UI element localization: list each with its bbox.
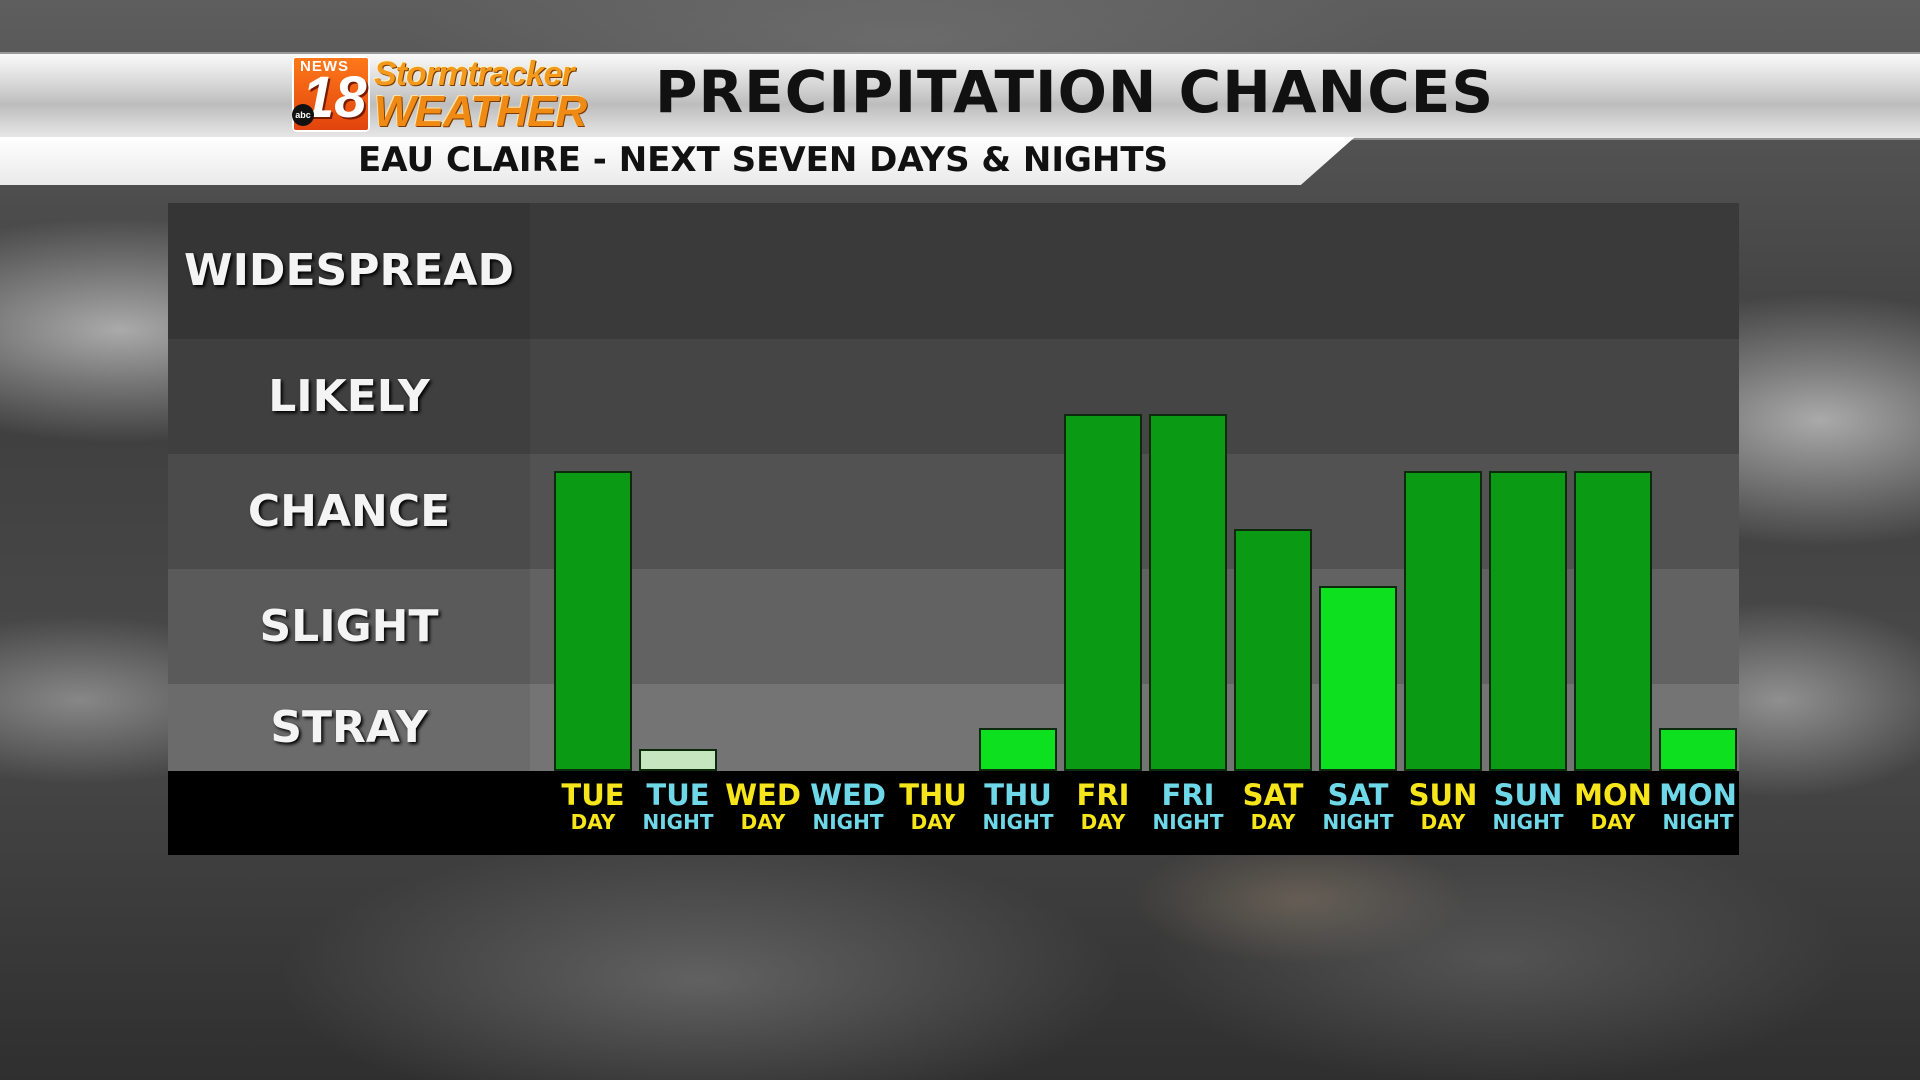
level-band-widespread	[530, 203, 1739, 339]
level-label-chance: CHANCE	[247, 486, 451, 537]
x-label-day-name: WED	[810, 778, 886, 812]
x-label-day-name: SAT	[1242, 778, 1304, 812]
x-label-fri-night: FRI NIGHT	[1145, 779, 1231, 833]
logo-stormtracker-text: Stormtracker	[374, 55, 575, 93]
abc-logo: abc	[292, 104, 314, 126]
x-label-tue-day: TUE DAY	[550, 779, 636, 833]
x-label-period: NIGHT	[1492, 810, 1564, 834]
bar-mon-day	[1574, 471, 1652, 771]
bar-tue-night	[639, 749, 717, 771]
x-label-sun-night: SUN NIGHT	[1485, 779, 1571, 833]
x-label-day-name: THU	[899, 778, 967, 812]
level-label-column: WIDESPREAD LIKELY CHANCE SLIGHT STRAY	[168, 203, 530, 771]
bar-tue-day	[554, 471, 632, 771]
x-label-day-name: FRI	[1076, 778, 1130, 812]
x-label-thu-day: THU DAY	[890, 779, 976, 833]
x-label-day-name: MON	[1659, 778, 1737, 812]
station-logo: NEWS 18 abc Stormtracker WEATHER	[292, 54, 637, 134]
x-label-period: DAY	[1250, 810, 1296, 834]
x-label-tue-night: TUE NIGHT	[635, 779, 721, 833]
logo-news-text: NEWS	[300, 58, 349, 75]
x-label-day-name: SUN	[1493, 778, 1563, 812]
x-label-day-name: TUE	[646, 778, 710, 812]
x-label-period: DAY	[740, 810, 786, 834]
x-label-day-name: MON	[1574, 778, 1652, 812]
x-label-period: DAY	[1420, 810, 1466, 834]
level-label-likely: LIKELY	[268, 371, 430, 422]
level-label-bg-likely	[168, 339, 530, 454]
x-label-period: DAY	[910, 810, 956, 834]
x-label-day-name: FRI	[1161, 778, 1215, 812]
x-label-mon-day: MON DAY	[1570, 779, 1656, 833]
x-label-period: NIGHT	[812, 810, 884, 834]
bar-sat-night	[1319, 586, 1397, 771]
x-label-period: NIGHT	[642, 810, 714, 834]
bar-thu-night	[979, 727, 1057, 771]
level-label-stray: STRAY	[270, 702, 428, 753]
x-label-thu-night: THU NIGHT	[975, 779, 1061, 833]
page-title: PRECIPITATION CHANCES	[655, 58, 1495, 126]
level-label-bg-widespread	[168, 203, 530, 339]
x-label-day-name: TUE	[561, 778, 625, 812]
x-label-sat-day: SAT DAY	[1230, 779, 1316, 833]
x-label-period: DAY	[1590, 810, 1636, 834]
level-label-slight: SLIGHT	[259, 601, 439, 652]
x-label-period: NIGHT	[982, 810, 1054, 834]
x-label-wed-day: WED DAY	[720, 779, 806, 833]
plot-area	[530, 203, 1739, 771]
bar-fri-night	[1149, 413, 1227, 771]
x-label-wed-night: WED NIGHT	[805, 779, 891, 833]
level-label-widespread: WIDESPREAD	[184, 245, 514, 296]
x-label-period: NIGHT	[1662, 810, 1734, 834]
subtitle-bar	[0, 137, 1355, 185]
level-label-bg-slight	[168, 569, 530, 684]
chart-panel: WIDESPREAD LIKELY CHANCE SLIGHT STRAY TUE DAY…	[168, 203, 1739, 855]
page-subtitle: EAU CLAIRE - NEXT SEVEN DAYS & NIGHTS	[358, 140, 1169, 180]
x-label-sat-night: SAT NIGHT	[1315, 779, 1401, 833]
x-label-day-name: SUN	[1408, 778, 1478, 812]
x-axis-bar: TUE DAY TUE NIGHT WED DAY WED NIGHT THU DAY THU NIG…	[168, 771, 1739, 855]
bar-fri-day	[1064, 413, 1142, 771]
bar-mon-night	[1659, 727, 1737, 771]
x-label-day-name: WED	[725, 778, 801, 812]
x-label-day-name: THU	[984, 778, 1052, 812]
bar-sun-day	[1404, 471, 1482, 771]
x-label-mon-night: MON NIGHT	[1655, 779, 1741, 833]
bar-sat-day	[1234, 528, 1312, 771]
x-label-day-name: SAT	[1327, 778, 1389, 812]
x-label-period: NIGHT	[1152, 810, 1224, 834]
x-label-fri-day: FRI DAY	[1060, 779, 1146, 833]
bar-sun-night	[1489, 471, 1567, 771]
level-label-bg-stray	[168, 684, 530, 771]
x-label-period: DAY	[570, 810, 616, 834]
x-label-sun-day: SUN DAY	[1400, 779, 1486, 833]
logo-weather-text: WEATHER	[374, 87, 587, 136]
level-label-bg-chance	[168, 454, 530, 569]
x-label-period: NIGHT	[1322, 810, 1394, 834]
x-label-period: DAY	[1080, 810, 1126, 834]
